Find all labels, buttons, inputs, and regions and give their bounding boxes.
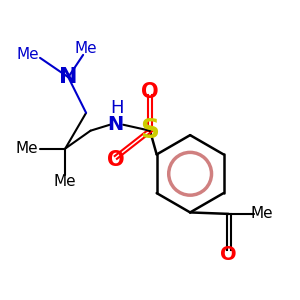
Text: Me: Me [54,174,76,189]
Text: O: O [141,82,159,102]
Text: H: H [111,99,124,117]
Text: Me: Me [75,41,98,56]
Text: O: O [107,150,124,170]
Text: N: N [59,67,77,87]
Text: O: O [220,244,237,263]
Text: Me: Me [250,206,273,221]
Text: S: S [140,118,160,144]
Text: Me: Me [17,47,40,62]
Text: Me: Me [15,141,38,156]
Text: N: N [108,115,124,134]
